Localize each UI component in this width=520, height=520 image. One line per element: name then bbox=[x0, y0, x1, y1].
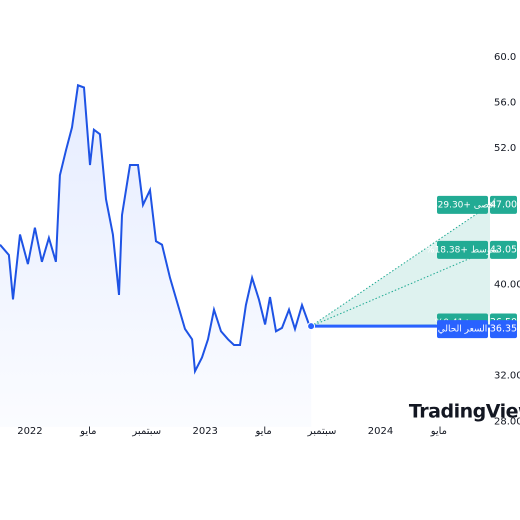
target-note-label: أقصى +29.30% bbox=[429, 198, 496, 210]
target-note-box bbox=[437, 240, 488, 259]
target-price-box bbox=[490, 195, 517, 214]
y-tick-label: 28.00 bbox=[494, 416, 520, 427]
y-tick-label: 40.00 bbox=[494, 280, 520, 291]
x-tick-label: سبتمبر bbox=[131, 426, 161, 437]
y-tick-label: 52.0 bbox=[494, 143, 516, 154]
current-price-label: 36.35 bbox=[490, 324, 517, 335]
forecast-line bbox=[310, 249, 491, 327]
y-tick-label: 60.0 bbox=[494, 52, 516, 63]
area bbox=[0, 85, 312, 428]
x-tick-label: 2024 bbox=[368, 426, 393, 437]
x-tick-label: سبتمبر bbox=[307, 426, 337, 437]
x-tick-label: مايو bbox=[79, 426, 96, 437]
target-note-label: متوسط +18.38% bbox=[426, 245, 499, 255]
x-tick-label: مايو bbox=[430, 426, 447, 437]
x-tick-label: مايو bbox=[254, 426, 271, 437]
target-price-label: 43.05 bbox=[490, 244, 517, 255]
target-price-box bbox=[490, 240, 517, 259]
target-note-box bbox=[437, 195, 488, 214]
current-note-box bbox=[437, 320, 488, 339]
y-tick-label: 32.00 bbox=[494, 371, 520, 382]
x-tick-label: 2023 bbox=[192, 426, 217, 437]
current-note-label: السعر الحالي bbox=[438, 325, 487, 335]
price-line bbox=[0, 83, 312, 375]
current-dot bbox=[307, 322, 316, 331]
logo: TradingView bbox=[409, 401, 520, 423]
x-tick-label: 2022 bbox=[17, 426, 42, 437]
forecast-line bbox=[310, 204, 491, 327]
y-tick-label: 56.0 bbox=[494, 97, 516, 108]
target-price-label: 47.00 bbox=[490, 199, 517, 210]
current-price-box bbox=[490, 320, 517, 339]
